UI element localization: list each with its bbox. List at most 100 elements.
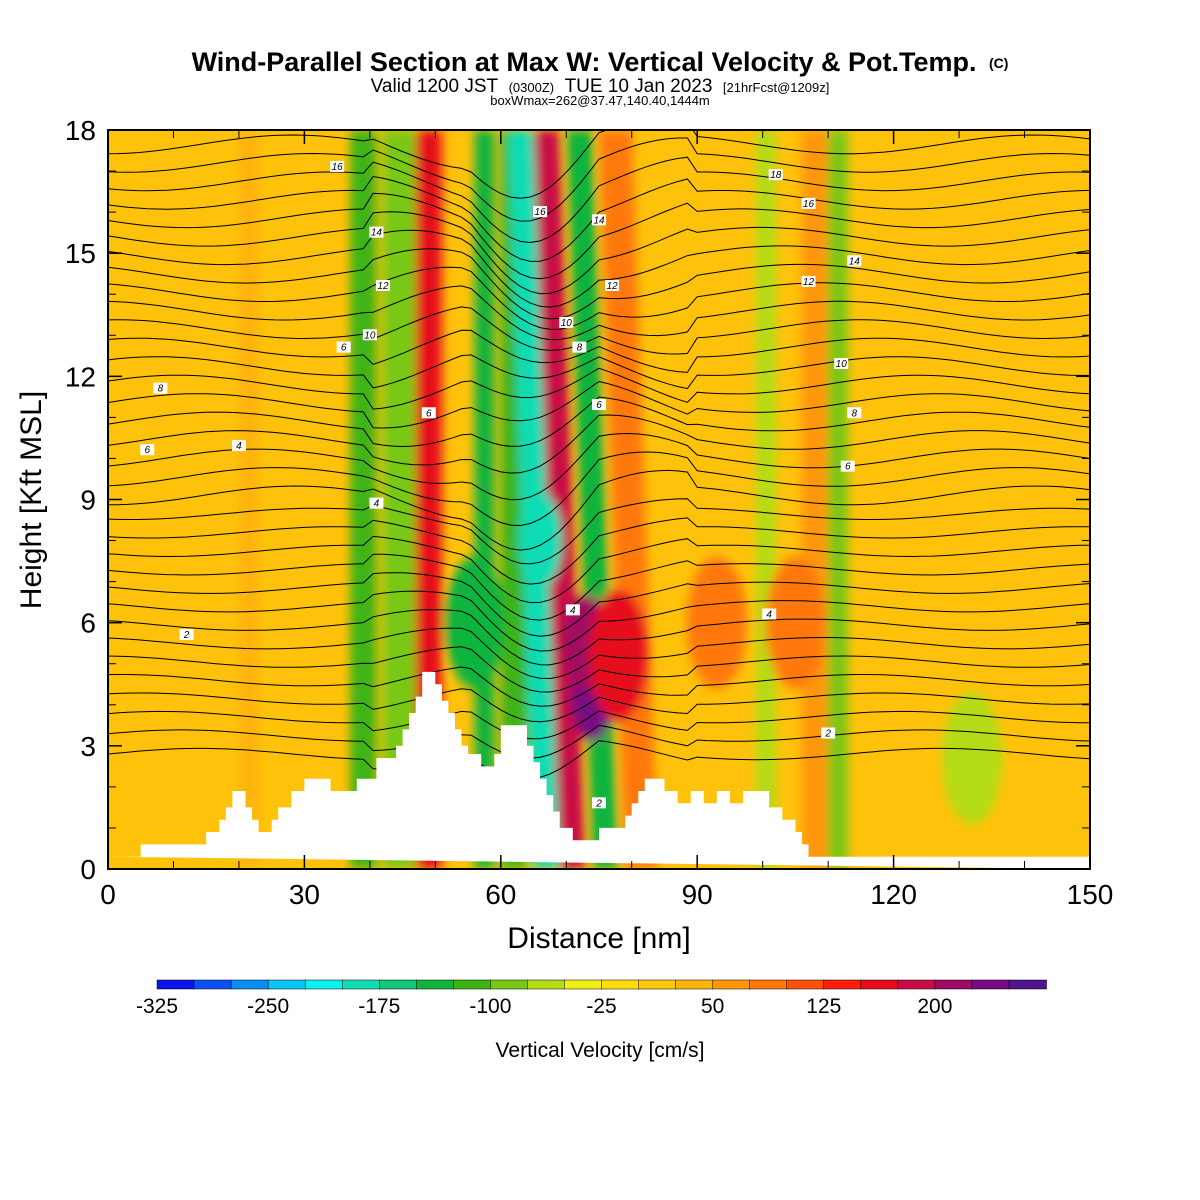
contour-label: 8 (847, 407, 862, 419)
colorbar-swatch (712, 979, 751, 990)
velocity-band (756, 130, 776, 869)
theta-contour-line (108, 572, 1090, 637)
theta-contour-line (108, 666, 1090, 707)
theta-contour-line (108, 609, 1090, 666)
contour-label: 6 (421, 407, 436, 419)
y-axis-title: Height [Kft MSL] (15, 391, 48, 609)
colorbar-tick-label: 50 (701, 995, 724, 1018)
plot-area: 2 4 6 8 10 12 14 16 4 6 6 16 14 12 10 8 6 4 2 18 16 14 12 10 8 6 4… (108, 130, 1090, 869)
colorbar-swatch (749, 979, 788, 990)
theta-contour-line (108, 553, 1090, 621)
theta-contour-line (108, 535, 1090, 604)
valid-prefix: Valid 1200 JST (371, 76, 499, 97)
colorbar-swatch (564, 979, 603, 990)
theta-contour-line (108, 329, 1090, 373)
theta-contour-line (108, 451, 1090, 527)
colorbar-swatch (267, 979, 306, 990)
svg-text:14: 14 (593, 215, 605, 226)
svg-text:4: 4 (236, 441, 242, 452)
theta-contour-line (108, 740, 1090, 780)
contour-label: 14 (592, 214, 606, 226)
contour-label: 6 (840, 460, 855, 473)
theta-contour-line (108, 414, 1090, 474)
colorbar-swatch (341, 979, 381, 990)
title-text: Wind-Parallel Section at Max W: Vertical… (192, 47, 977, 77)
colorbar-swatch (193, 979, 232, 990)
theta-contour-line (108, 380, 1090, 429)
svg-text:16: 16 (332, 162, 344, 173)
colorbar (156, 979, 1047, 990)
box-info: boxWmax=262@37.47,140.40,1444m (490, 93, 710, 108)
theta-contour-line (108, 688, 1090, 723)
svg-text:6: 6 (845, 462, 851, 473)
svg-text:16: 16 (803, 199, 815, 210)
contour-label: 6 (592, 399, 606, 411)
contour-label: 10 (834, 358, 849, 370)
svg-text:10: 10 (836, 359, 848, 370)
y-tick-label: 3 (80, 731, 96, 762)
theta-contour-line (108, 354, 1090, 390)
svg-text:6: 6 (341, 343, 347, 354)
theta-contour-line (108, 627, 1090, 680)
x-axis: 0 30 60 90 120 150 (100, 130, 1113, 910)
theta-contour-line (108, 367, 1090, 410)
colorbar-swatch (416, 979, 455, 990)
colorbar-swatch (453, 979, 492, 990)
svg-text:6: 6 (596, 400, 602, 411)
velocity-band (801, 130, 829, 869)
svg-text:10: 10 (561, 318, 573, 329)
valid-date: TUE 10 Jan 2023 (565, 76, 713, 97)
x-axis-title: Distance [nm] (507, 922, 690, 955)
velocity-cell (444, 556, 505, 689)
colorbar-swatch (823, 979, 862, 990)
theta-contour-line (108, 192, 1090, 280)
colorbar-swatch (675, 979, 714, 990)
theta-contours (108, 130, 1090, 780)
colorbar-swatch (379, 979, 418, 990)
contour-label: 14 (847, 255, 862, 267)
colorbar-labels: -325 -250 -175 -100 -25 50 125 200 (136, 995, 952, 1018)
terrain (108, 671, 1090, 869)
svg-text:14: 14 (371, 228, 383, 239)
colorbar-tick-label: -25 (586, 995, 616, 1018)
svg-text:4: 4 (374, 499, 380, 510)
velocity-band (238, 130, 259, 869)
colorbar-tick-label: -100 (469, 995, 511, 1018)
colorbar-swatch (786, 979, 825, 990)
colorbar-swatch (638, 979, 677, 990)
y-axis: 0 3 6 9 12 15 18 (65, 115, 1090, 885)
theta-contour-line (108, 517, 1090, 585)
contour-label: 16 (533, 206, 548, 218)
svg-text:2: 2 (824, 729, 831, 740)
contour-label: 2 (821, 727, 836, 740)
colorbar-tick-label: 125 (806, 995, 841, 1018)
colorbar-tick-label: -175 (358, 995, 400, 1018)
theta-contour-line (108, 156, 1090, 244)
colorbar-swatch (490, 979, 529, 990)
y-tick-label: 15 (65, 238, 96, 269)
contour-label: 6 (140, 444, 155, 456)
velocity-cell (518, 492, 563, 589)
contour-label: 12 (375, 280, 390, 292)
colorbar-swatch (971, 979, 1010, 990)
contour-label: 4 (369, 497, 384, 510)
y-tick-label: 6 (80, 608, 96, 639)
theta-contour-line (108, 266, 1090, 330)
colorbar-tick-label: 200 (917, 995, 952, 1018)
theta-contour-line (108, 248, 1090, 320)
svg-text:8: 8 (577, 343, 583, 354)
svg-text:8: 8 (158, 384, 164, 395)
colorbar-swatch (601, 979, 640, 990)
colorbar-swatch (897, 979, 936, 990)
colorbar-swatch (1008, 979, 1047, 990)
svg-text:16: 16 (535, 207, 547, 218)
velocity-cell (765, 556, 826, 689)
svg-text:12: 12 (377, 281, 389, 292)
svg-text:8: 8 (852, 408, 858, 419)
colorbar-swatch (860, 979, 899, 990)
colorbar-swatch (230, 979, 269, 990)
theta-contour-line (108, 175, 1090, 262)
theta-contour-line (108, 137, 1090, 222)
contour-label: 12 (605, 280, 620, 292)
